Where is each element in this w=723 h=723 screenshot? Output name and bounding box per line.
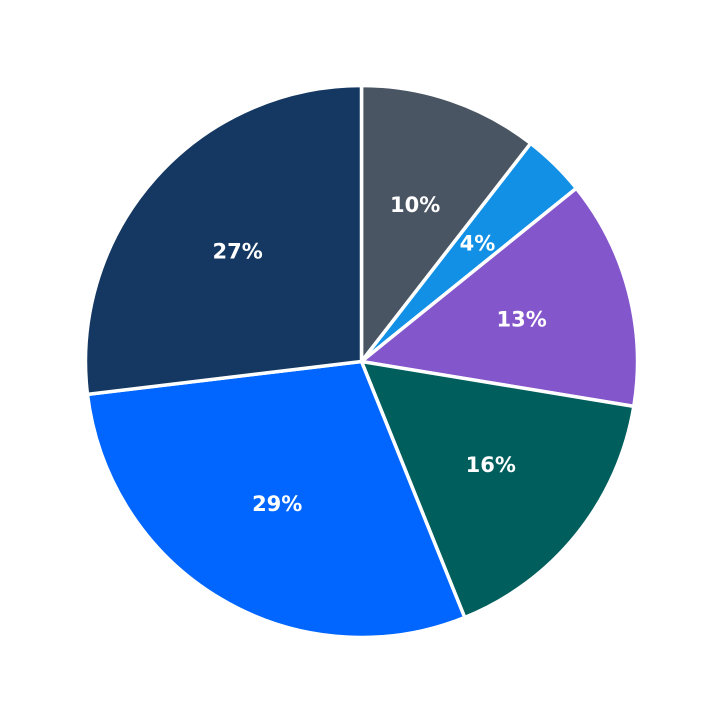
pie-slice-label-6: 27% (212, 240, 262, 264)
pie-slice-label-3: 13% (497, 307, 547, 331)
pie-slice-labels: 10% 4% 13% 16% 29% 27% (212, 193, 546, 516)
pie-slice-label-5: 29% (252, 492, 302, 516)
pie-slice-label-2: 4% (460, 231, 496, 255)
pie-slice-label-1: 10% (390, 193, 440, 217)
pie-slice-3 (359, 186, 640, 409)
pie-slice-5 (85, 359, 467, 640)
pie-slice-6 (83, 83, 364, 397)
pie-slice-label-4: 16% (466, 453, 516, 477)
pie-slice-4 (359, 359, 636, 620)
pie-slice-1 (359, 83, 533, 364)
pie-slices (83, 83, 640, 640)
